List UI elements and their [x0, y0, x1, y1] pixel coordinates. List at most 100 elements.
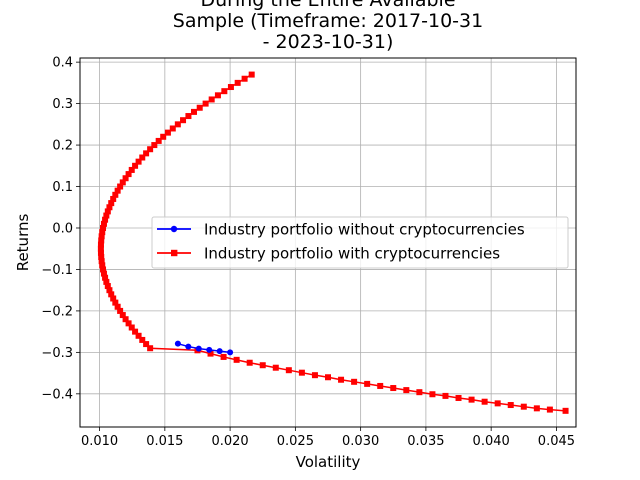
data-point: [481, 398, 488, 405]
data-point: [112, 299, 119, 306]
data-point: [143, 341, 150, 348]
data-point: [97, 249, 104, 256]
y-tick-label: 0.1: [52, 180, 73, 195]
data-point: [143, 150, 150, 157]
data-point: [208, 96, 215, 103]
data-point: [104, 283, 111, 290]
data-point: [100, 220, 107, 227]
data-point: [99, 262, 106, 269]
data-point: [100, 270, 107, 277]
data-point: [429, 391, 436, 398]
data-point: [102, 216, 109, 223]
data-point: [338, 376, 345, 383]
y-tick-label: 0.2: [52, 139, 73, 154]
y-tick-label: 0.0: [52, 221, 73, 236]
data-point: [139, 336, 146, 343]
legend-label: Industry portfolio with cryptocurrencies: [204, 245, 500, 263]
data-point: [298, 369, 305, 376]
data-point: [546, 406, 553, 413]
data-point: [285, 367, 292, 374]
y-tick-label: −0.2: [41, 304, 73, 319]
data-point: [533, 405, 540, 412]
data-point: [122, 175, 129, 182]
x-axis: 0.010 0.015 0.020 0.025 0.030 0.035 0.040 0.045: [81, 427, 575, 449]
data-point: [119, 179, 126, 186]
data-point: [155, 137, 162, 144]
data-point: [128, 166, 135, 173]
y-axis-label: Returns: [14, 214, 32, 272]
data-point: [151, 142, 158, 149]
data-point: [174, 121, 181, 128]
data-point: [403, 387, 410, 394]
y-tick-label: −0.4: [41, 387, 73, 402]
data-point: [104, 208, 111, 215]
y-axis: −0.4 −0.3 −0.2 −0.1 0.0 0.1 0.2 0.3 0.4: [41, 56, 80, 402]
data-point: [377, 382, 384, 389]
data-point: [246, 359, 253, 366]
data-point: [259, 362, 266, 369]
data-point: [117, 183, 124, 190]
data-point: [139, 154, 146, 161]
title-line: - 2023-10-31): [263, 31, 394, 53]
legend: Industry portfolio without cryptocurrenc…: [151, 216, 569, 269]
data-point: [221, 88, 228, 95]
data-point: [103, 212, 110, 219]
series-0: [174, 340, 234, 356]
data-point: [114, 187, 121, 194]
data-point: [125, 171, 132, 178]
data-point: [110, 195, 117, 202]
legend-marker: [170, 225, 178, 233]
data-point: [468, 396, 475, 403]
data-point: [117, 307, 124, 314]
data-point: [494, 400, 501, 407]
data-point: [100, 266, 107, 273]
plot-frame: [79, 57, 577, 428]
y-tick-label: −0.3: [41, 346, 73, 361]
data-point: [132, 162, 139, 169]
data-point: [325, 374, 331, 381]
data-point: [455, 394, 462, 401]
data-point: [122, 316, 129, 323]
data-point: [147, 345, 154, 352]
data-point: [97, 245, 104, 252]
data-point: [390, 385, 397, 392]
data-point: [99, 229, 106, 236]
data-point: [207, 350, 214, 357]
x-tick-label: 0.040: [473, 434, 510, 449]
data-point: [180, 117, 187, 124]
data-point: [562, 407, 569, 414]
data-point: [103, 278, 110, 285]
data-point: [114, 303, 121, 310]
data-point: [442, 392, 449, 399]
data-point: [241, 75, 248, 82]
data-point: [206, 346, 213, 353]
data-point: [106, 204, 113, 211]
data-point: [220, 353, 227, 360]
data-point: [507, 402, 514, 409]
data-point: [185, 113, 192, 120]
data-point: [106, 287, 113, 294]
data-point: [185, 343, 192, 350]
data-point: [128, 324, 135, 331]
data-point: [190, 108, 197, 115]
data-point: [135, 332, 142, 339]
data-point: [98, 254, 105, 261]
y-tick-label: −0.1: [41, 263, 73, 278]
x-tick-label: 0.020: [211, 434, 248, 449]
data-point: [214, 92, 221, 99]
data-point: [160, 133, 167, 140]
legend-label: Industry portfolio without cryptocurrenc…: [204, 221, 525, 239]
data-point: [97, 241, 104, 248]
data-point: [234, 79, 241, 86]
data-point: [102, 274, 109, 281]
data-point: [351, 378, 358, 385]
x-axis-label: Volatility: [296, 453, 361, 471]
data-point: [132, 328, 139, 335]
data-point: [520, 403, 527, 410]
data-point: [135, 158, 142, 165]
x-tick-label: 0.045: [538, 434, 575, 449]
data-point: [147, 146, 154, 153]
data-point: [272, 364, 279, 371]
x-tick-label: 0.030: [342, 434, 379, 449]
